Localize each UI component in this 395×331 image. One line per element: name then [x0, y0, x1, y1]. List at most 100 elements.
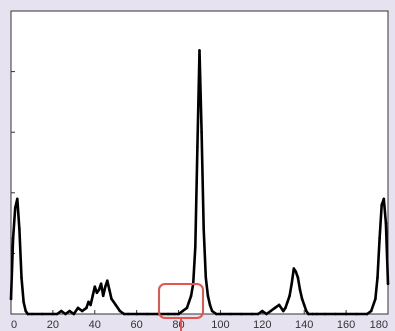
data-point: [298, 288, 302, 292]
x-tick-label: 80: [172, 319, 184, 331]
data-point: [386, 282, 390, 286]
x-tick-label: 0: [11, 319, 17, 331]
data-point: [296, 276, 300, 279]
data-point: [104, 285, 107, 289]
data-point: [307, 312, 310, 316]
data-point: [194, 246, 197, 249]
data-point: [97, 288, 101, 292]
data-point: [323, 312, 327, 316]
data-point: [135, 312, 138, 316]
data-point: [185, 306, 189, 310]
data-point: [41, 312, 44, 316]
data-point: [294, 270, 298, 273]
data-point: [284, 306, 287, 310]
data-point: [80, 309, 84, 313]
data-point: [9, 297, 13, 301]
data-point: [101, 294, 105, 298]
series-points: [9, 49, 390, 316]
data-point: [60, 309, 63, 313]
data-point: [22, 300, 25, 304]
data-point: [187, 300, 191, 304]
data-point: [91, 294, 94, 298]
data-point: [198, 49, 201, 52]
x-tick-label: 60: [131, 319, 143, 331]
data-point: [200, 130, 203, 134]
data-point: [76, 306, 80, 310]
data-point: [277, 303, 281, 307]
data-point: [374, 297, 377, 301]
data-point: [282, 309, 285, 313]
data-point: [127, 312, 130, 316]
data-point: [51, 312, 55, 316]
data-point: [369, 309, 373, 313]
data-point: [288, 294, 291, 298]
data-point: [378, 237, 381, 240]
data-point: [110, 297, 113, 301]
data-point: [273, 306, 277, 310]
data-point: [376, 276, 379, 279]
data-point: [269, 309, 273, 313]
x-tick-label: 140: [295, 319, 313, 331]
data-point: [55, 312, 59, 316]
x-tick-label: 100: [211, 319, 229, 331]
data-point: [173, 312, 176, 316]
data-point: [334, 312, 337, 316]
data-point: [365, 312, 369, 316]
data-point: [177, 312, 180, 316]
data-point: [30, 312, 34, 316]
data-point: [95, 291, 99, 295]
data-point: [189, 294, 193, 298]
data-point: [382, 197, 386, 201]
data-point: [26, 312, 30, 316]
data-point: [261, 309, 264, 313]
data-point: [87, 300, 90, 304]
data-point: [311, 312, 314, 316]
x-tick-label: 20: [47, 319, 59, 331]
data-point: [355, 312, 358, 316]
data-point: [292, 267, 296, 270]
data-point: [85, 306, 88, 310]
x-tick-label: 120: [253, 319, 271, 331]
data-point: [20, 276, 23, 279]
data-point: [265, 312, 268, 316]
data-point: [166, 312, 170, 316]
data-point: [72, 312, 76, 316]
data-point: [210, 309, 214, 313]
data-point: [89, 303, 92, 307]
data-point: [204, 276, 208, 279]
data-point: [114, 303, 117, 307]
data-point: [24, 309, 28, 313]
data-point: [68, 309, 71, 313]
x-tick-label: 40: [89, 319, 101, 331]
data-point: [380, 203, 384, 207]
data-point: [215, 312, 218, 316]
data-point: [305, 309, 308, 313]
data-point: [196, 146, 199, 149]
data-point: [208, 303, 212, 307]
data-point: [256, 312, 260, 316]
data-point: [202, 227, 205, 231]
data-point: [15, 197, 19, 201]
data-point: [290, 282, 294, 286]
data-point: [11, 237, 15, 240]
x-tick-label: 160: [337, 319, 355, 331]
data-point: [145, 312, 149, 316]
data-point: [300, 297, 304, 301]
data-point: [99, 282, 103, 286]
data-point: [344, 312, 348, 316]
data-point: [229, 312, 233, 316]
data-point: [302, 303, 306, 307]
data-point: [240, 312, 243, 316]
data-point: [18, 227, 21, 231]
data-point: [108, 288, 111, 292]
data-point: [315, 312, 319, 316]
data-point: [64, 312, 67, 316]
data-point: [286, 300, 289, 304]
x-tick-label: 180: [370, 319, 388, 331]
data-point: [118, 309, 122, 313]
data-point: [384, 221, 388, 225]
data-point: [181, 309, 184, 313]
data-point: [219, 312, 222, 316]
data-point: [250, 312, 254, 316]
